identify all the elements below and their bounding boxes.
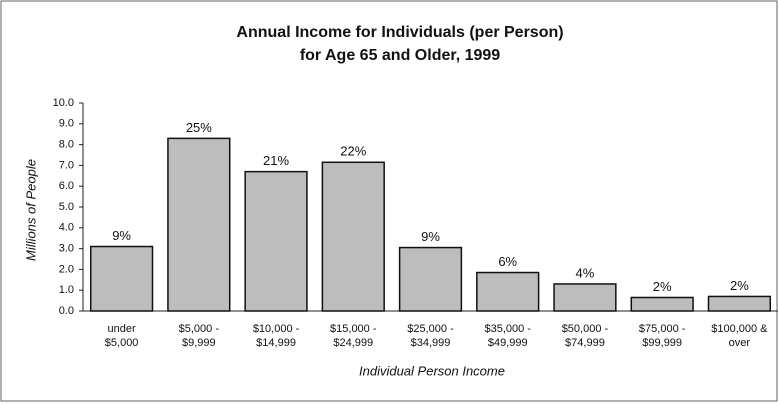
y-tick-label: 4.0 bbox=[59, 222, 74, 234]
bar bbox=[630, 296, 694, 312]
chart-subtitle: for Age 65 and Older, 1999 bbox=[300, 47, 500, 64]
x-tick-label: $5,000 -$9,999 bbox=[179, 323, 220, 349]
y-tick-label: 10.0 bbox=[53, 97, 74, 109]
bar bbox=[553, 283, 617, 312]
data-label: 9% bbox=[112, 228, 131, 243]
y-tick-label: 7.0 bbox=[59, 159, 74, 171]
bar bbox=[398, 246, 463, 312]
x-tick-label: $100,000 & over bbox=[711, 323, 768, 349]
data-label: 2% bbox=[730, 278, 749, 293]
data-label: 2% bbox=[653, 279, 672, 294]
y-tick-label: 6.0 bbox=[59, 180, 74, 192]
data-label: 6% bbox=[498, 254, 517, 269]
data-label: 4% bbox=[576, 265, 595, 280]
bar bbox=[707, 295, 772, 312]
x-tick-label: $15,000 -$24,999 bbox=[330, 323, 377, 349]
bar bbox=[321, 161, 385, 312]
x-axis-label: Individual Person Income bbox=[359, 363, 505, 378]
data-label: 25% bbox=[186, 120, 212, 135]
data-label: 22% bbox=[340, 144, 366, 159]
x-tick-label: $10,000 -$14,999 bbox=[253, 323, 300, 349]
x-tick-label: $25,000 -$34,999 bbox=[407, 323, 454, 349]
y-axis-label: Millions of People bbox=[23, 159, 38, 261]
x-tick-label: $35,000 -$49,999 bbox=[484, 323, 531, 349]
y-tick-label: 1.0 bbox=[59, 284, 74, 296]
x-tick-label: under $5,000 bbox=[105, 323, 139, 349]
chart-title: Annual Income for Individuals (per Perso… bbox=[236, 24, 563, 41]
data-label: 21% bbox=[263, 153, 289, 168]
bar bbox=[167, 137, 231, 312]
bar bbox=[244, 170, 308, 312]
x-tick-label: $75,000 -$99,999 bbox=[639, 323, 686, 349]
y-tick-label: 9.0 bbox=[59, 118, 74, 130]
y-tick-label: 3.0 bbox=[59, 243, 74, 255]
y-tick-label: 5.0 bbox=[59, 201, 74, 213]
data-label: 9% bbox=[421, 229, 440, 244]
y-tick-label: 0.0 bbox=[59, 305, 74, 317]
y-tick-label: 8.0 bbox=[59, 139, 74, 151]
y-tick-label: 2.0 bbox=[59, 263, 74, 275]
bar bbox=[89, 245, 154, 312]
bar bbox=[476, 271, 540, 312]
x-tick-label: $50,000 -$74,999 bbox=[562, 323, 609, 349]
